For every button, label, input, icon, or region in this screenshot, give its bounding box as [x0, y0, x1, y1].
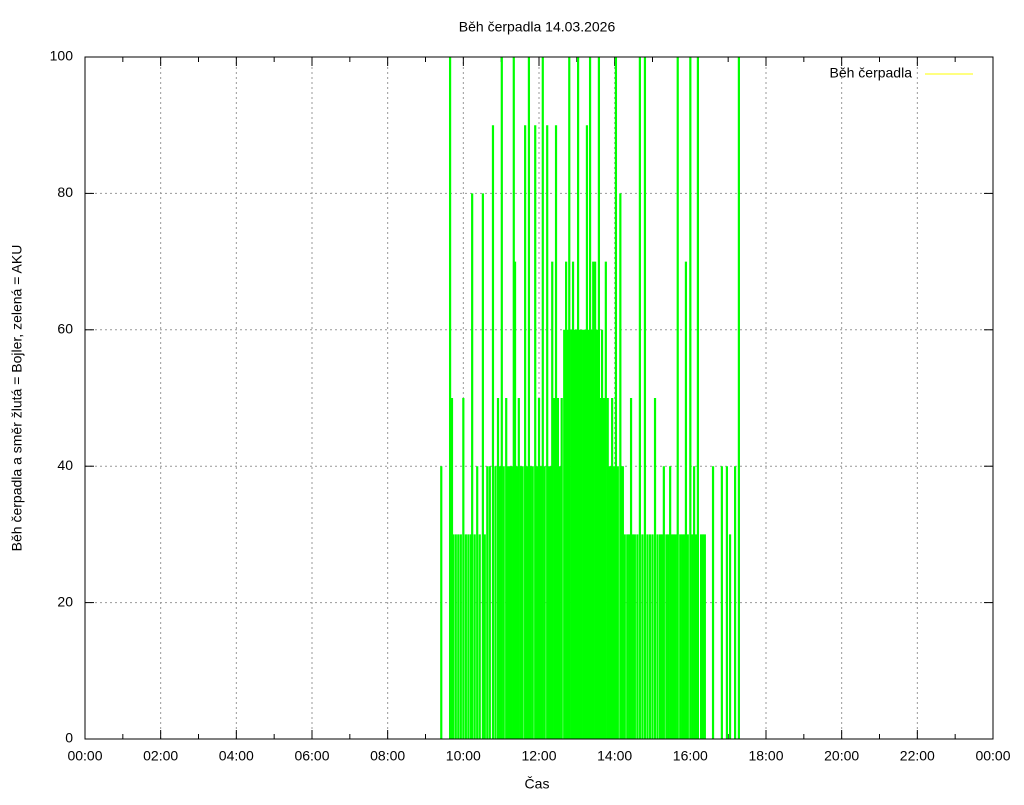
x-tick-label: 00:00 — [975, 748, 1010, 764]
x-tick-label: 10:00 — [446, 748, 481, 764]
legend-label: Běh čerpadla — [829, 65, 912, 81]
x-tick-label: 06:00 — [294, 748, 329, 764]
y-tick-label: 20 — [57, 593, 73, 609]
x-tick-label: 04:00 — [219, 748, 254, 764]
x-tick-label: 08:00 — [370, 748, 405, 764]
y-tick-label: 100 — [50, 48, 74, 64]
x-tick-label: 12:00 — [521, 748, 556, 764]
x-tick-label: 14:00 — [597, 748, 632, 764]
x-tick-label: 16:00 — [673, 748, 708, 764]
plot-frame — [84, 56, 994, 740]
x-axis-label: Čas — [525, 776, 550, 792]
x-tick-label: 18:00 — [748, 748, 783, 764]
x-tick-label: 22:00 — [900, 748, 935, 764]
y-axis-label: Běh čerpadla a směr žlutá = Bojler, zele… — [9, 245, 25, 552]
y-tick-label: 80 — [57, 184, 73, 200]
x-tick-label: 00:00 — [67, 748, 102, 764]
y-tick-label: 40 — [57, 457, 73, 473]
x-tick-label: 02:00 — [143, 748, 178, 764]
chart-title: Běh čerpadla 14.03.2026 — [459, 19, 616, 35]
x-tick-label: 20:00 — [824, 748, 859, 764]
y-tick-label: 0 — [65, 730, 73, 746]
y-tick-label: 60 — [57, 321, 73, 337]
